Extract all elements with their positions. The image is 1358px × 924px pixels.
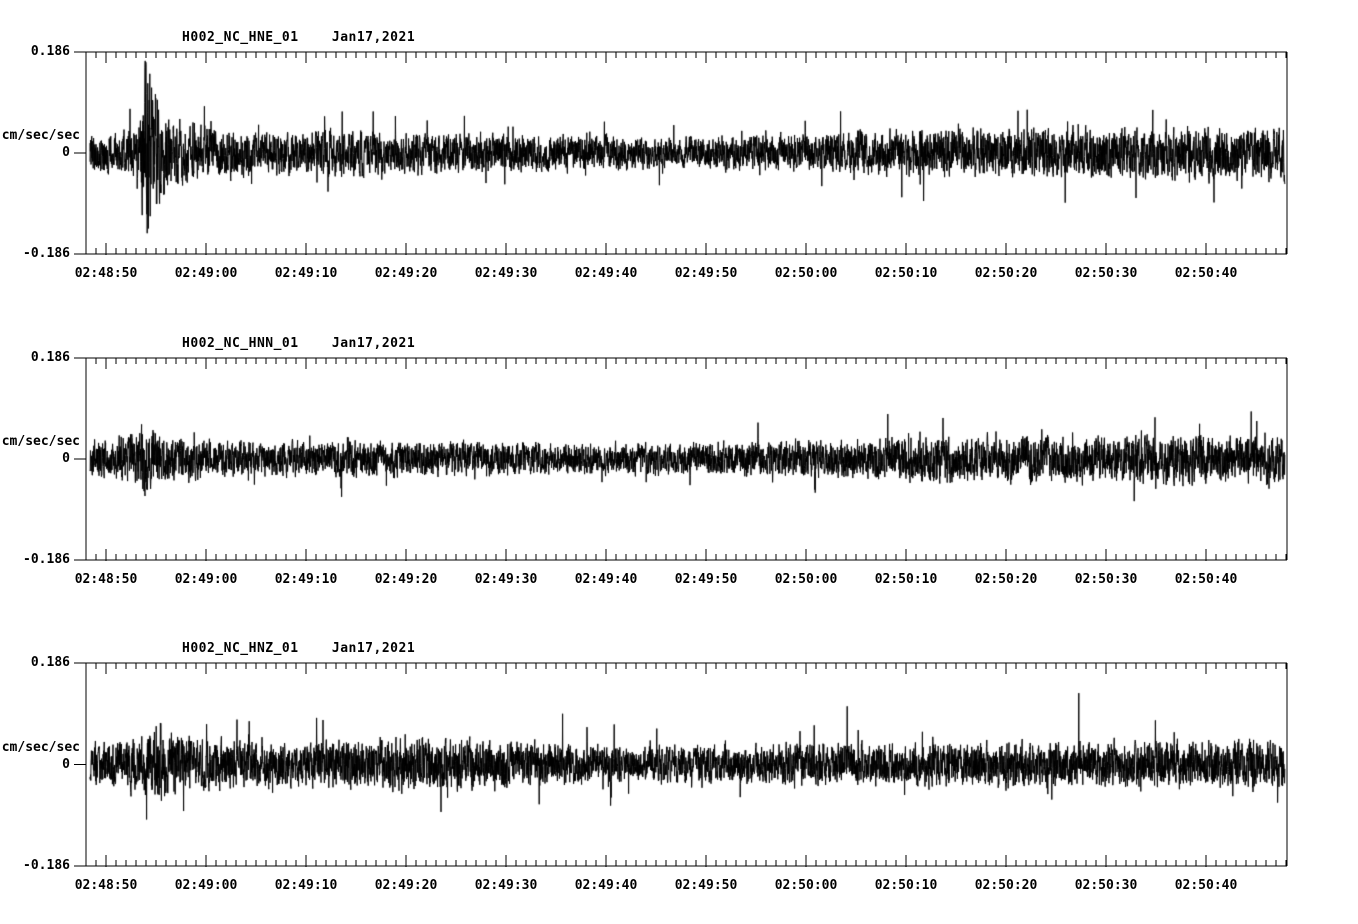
panel-title: H002_NC_HNZ_01 Jan17,2021	[182, 641, 416, 656]
x-tick-label: 02:49:40	[574, 266, 638, 281]
x-tick-label: 02:50:20	[974, 878, 1038, 893]
y-tick-label-max: 0.186	[30, 44, 70, 59]
x-tick-label: 02:50:30	[1074, 878, 1138, 893]
x-tick-label: 02:49:00	[174, 878, 238, 893]
y-tick-label-min: -0.186	[23, 552, 70, 567]
y-tick-label-zero: 0	[62, 145, 70, 160]
panel-title: H002_NC_HNN_01 Jan17,2021	[182, 336, 416, 351]
x-tick-label: 02:50:40	[1174, 878, 1238, 893]
x-tick-label: 02:49:50	[674, 878, 738, 893]
x-tick-label: 02:49:20	[374, 878, 438, 893]
x-tick-label: 02:49:10	[274, 878, 338, 893]
x-tick-label: 02:50:30	[1074, 572, 1138, 587]
y-axis-unit-label: cm/sec/sec	[1, 434, 80, 449]
x-tick-label: 02:50:10	[874, 266, 938, 281]
x-tick-label: 02:49:50	[674, 266, 738, 281]
x-tick-label: 02:50:00	[774, 266, 838, 281]
x-tick-label: 02:49:20	[374, 572, 438, 587]
x-tick-label: 02:49:50	[674, 572, 738, 587]
y-tick-label-zero: 0	[62, 756, 70, 772]
x-tick-label: 02:50:40	[1174, 572, 1238, 587]
x-tick-label: 02:50:20	[974, 266, 1038, 281]
x-tick-label: 02:49:40	[574, 878, 638, 893]
x-tick-label: 02:50:00	[774, 878, 838, 893]
panel-title: H002_NC_HNE_01 Jan17,2021	[182, 30, 416, 45]
y-tick-label-min: -0.186	[23, 246, 70, 261]
x-tick-label: 02:50:40	[1174, 266, 1238, 281]
x-tick-label: 02:49:30	[474, 266, 538, 281]
x-tick-label: 02:50:00	[774, 572, 838, 587]
waveform-trace	[87, 53, 1286, 253]
y-tick-label-min: -0.186	[23, 858, 70, 873]
waveform-trace	[87, 359, 1286, 559]
x-tick-label: 02:48:50	[74, 572, 138, 587]
y-axis-unit-label: cm/sec/sec	[1, 128, 80, 143]
x-tick-label: 02:49:30	[474, 572, 538, 587]
waveform-trace	[87, 664, 1286, 865]
y-tick-label-max: 0.186	[30, 655, 70, 670]
x-tick-label: 02:50:10	[874, 878, 938, 893]
x-tick-label: 02:49:20	[374, 266, 438, 281]
x-tick-label: 02:49:30	[474, 878, 538, 893]
x-tick-label: 02:50:30	[1074, 266, 1138, 281]
x-tick-label: 02:48:50	[74, 266, 138, 281]
y-axis-unit-label: cm/sec/sec	[1, 739, 80, 755]
x-tick-label: 02:49:00	[174, 572, 238, 587]
x-tick-label: 02:50:10	[874, 572, 938, 587]
x-tick-label: 02:50:20	[974, 572, 1038, 587]
y-tick-label-max: 0.186	[30, 350, 70, 365]
x-tick-label: 02:48:50	[74, 878, 138, 893]
x-tick-label: 02:49:40	[574, 572, 638, 587]
y-tick-label-zero: 0	[62, 451, 70, 466]
x-tick-label: 02:49:10	[274, 266, 338, 281]
x-tick-label: 02:49:00	[174, 266, 238, 281]
x-tick-label: 02:49:10	[274, 572, 338, 587]
